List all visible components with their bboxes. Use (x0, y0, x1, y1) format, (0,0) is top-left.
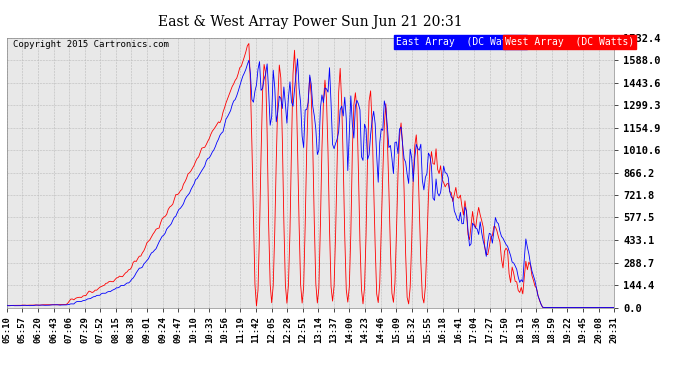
Text: Copyright 2015 Cartronics.com: Copyright 2015 Cartronics.com (13, 40, 169, 49)
Text: East Array  (DC Watts): East Array (DC Watts) (395, 37, 525, 47)
Text: West Array  (DC Watts): West Array (DC Watts) (505, 37, 634, 47)
Text: East & West Array Power Sun Jun 21 20:31: East & West Array Power Sun Jun 21 20:31 (158, 15, 463, 29)
